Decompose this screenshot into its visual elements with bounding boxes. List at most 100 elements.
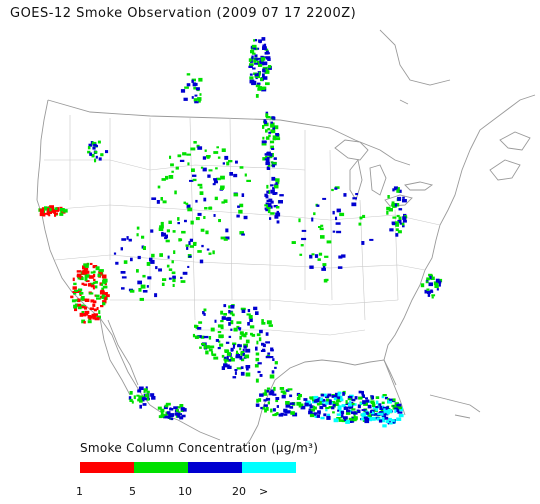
- smoke-pixel: [221, 366, 225, 370]
- smoke-pixel: [396, 403, 401, 407]
- smoke-pixel: [396, 214, 400, 218]
- smoke-pixel: [90, 284, 95, 288]
- smoke-pixel: [199, 346, 202, 349]
- smoke-pixel: [311, 253, 315, 256]
- smoke-pixel: [338, 405, 342, 409]
- smoke-pixel: [230, 328, 233, 331]
- smoke-pixel: [79, 292, 84, 295]
- smoke-pixel: [197, 250, 202, 253]
- smoke-pixel: [272, 393, 277, 396]
- smoke-pixel: [94, 280, 98, 284]
- smoke-pixel: [335, 216, 338, 221]
- smoke-pixel: [233, 193, 239, 197]
- smoke-pixel: [92, 303, 96, 307]
- smoke-pixel: [141, 235, 145, 239]
- smoke-pixel: [186, 73, 191, 76]
- smoke-pixel: [168, 268, 173, 271]
- smoke-pixel: [239, 231, 244, 235]
- smoke-pixel: [276, 210, 279, 215]
- smoke-pixel: [208, 169, 213, 172]
- smoke-pixel: [230, 320, 234, 325]
- smoke-pixel: [384, 396, 389, 400]
- smoke-pixel: [354, 396, 358, 400]
- smoke-pixel: [176, 406, 181, 409]
- smoke-pixel: [321, 400, 325, 404]
- smoke-pixel: [266, 199, 269, 202]
- smoke-pixel: [92, 281, 96, 285]
- smoke-pixel: [236, 350, 238, 355]
- smoke-pixel: [267, 164, 271, 167]
- smoke-pixel: [263, 76, 268, 80]
- smoke-pixel: [398, 189, 402, 193]
- smoke-pixel: [351, 398, 356, 402]
- smoke-pixel: [225, 341, 230, 344]
- smoke-pixel: [265, 161, 270, 166]
- smoke-pixel: [311, 399, 316, 402]
- smoke-pixel: [341, 254, 346, 258]
- smoke-pixel: [311, 217, 314, 222]
- smoke-pixel: [100, 295, 103, 299]
- smoke-pixel: [337, 266, 343, 269]
- smoke-pixel: [313, 212, 316, 216]
- smoke-pixel: [88, 292, 94, 295]
- smoke-pixel: [319, 227, 324, 231]
- smoke-pixel: [266, 205, 271, 209]
- smoke-pixel: [252, 67, 256, 70]
- smoke-pixel: [365, 397, 368, 400]
- smoke-pixel: [352, 418, 357, 422]
- smoke-pixel: [268, 190, 270, 194]
- smoke-pixel: [240, 366, 244, 369]
- smoke-pixel: [150, 259, 155, 264]
- smoke-pixel: [266, 167, 271, 170]
- smoke-pixel: [395, 228, 399, 231]
- smoke-pixel: [171, 260, 174, 264]
- smoke-pixel: [317, 410, 321, 414]
- smoke-pixel: [96, 315, 101, 319]
- smoke-pixel: [334, 187, 338, 190]
- smoke-pixel: [240, 352, 243, 356]
- smoke-pixel: [270, 129, 276, 134]
- smoke-pixel: [375, 406, 379, 409]
- smoke-pixel: [241, 233, 245, 236]
- smoke-pixel: [91, 141, 94, 145]
- smoke-pixel: [381, 415, 387, 418]
- smoke-pixel: [232, 342, 237, 346]
- smoke-pixel: [92, 265, 96, 269]
- smoke-pixel: [262, 125, 265, 129]
- smoke-pixel: [392, 188, 395, 192]
- smoke-pixel: [341, 414, 344, 418]
- smoke-pixel: [426, 277, 430, 281]
- smoke-pixel: [255, 94, 259, 98]
- smoke-pixel: [213, 178, 217, 181]
- smoke-pixel: [195, 217, 200, 221]
- smoke-pixel: [275, 137, 281, 141]
- smoke-pixel: [263, 399, 267, 402]
- smoke-pixel: [240, 350, 243, 353]
- smoke-pixel: [273, 386, 276, 391]
- smoke-pixel: [177, 222, 180, 225]
- smoke-pixel: [357, 409, 361, 414]
- smoke-pixel: [264, 51, 269, 55]
- legend-swatch-blue: [188, 462, 242, 473]
- smoke-pixel: [84, 270, 90, 274]
- smoke-pixel: [342, 416, 348, 420]
- smoke-pixel: [431, 296, 434, 299]
- smoke-pixel: [388, 398, 393, 401]
- smoke-pixel: [402, 219, 407, 223]
- smoke-pixel: [280, 412, 284, 416]
- smoke-pixel: [151, 253, 155, 258]
- smoke-pixel: [348, 403, 353, 407]
- smoke-pixel: [220, 324, 224, 328]
- smoke-pixel: [333, 418, 339, 423]
- smoke-pixel: [305, 400, 311, 405]
- smoke-pixel: [136, 233, 139, 237]
- smoke-pixel: [388, 417, 392, 421]
- smoke-pixel: [322, 265, 326, 269]
- smoke-pixel: [221, 354, 225, 358]
- smoke-pixel: [226, 355, 229, 360]
- smoke-pixel: [271, 148, 275, 150]
- smoke-pixel: [121, 287, 125, 290]
- smoke-pixel: [427, 294, 431, 297]
- smoke-pixel: [270, 408, 273, 413]
